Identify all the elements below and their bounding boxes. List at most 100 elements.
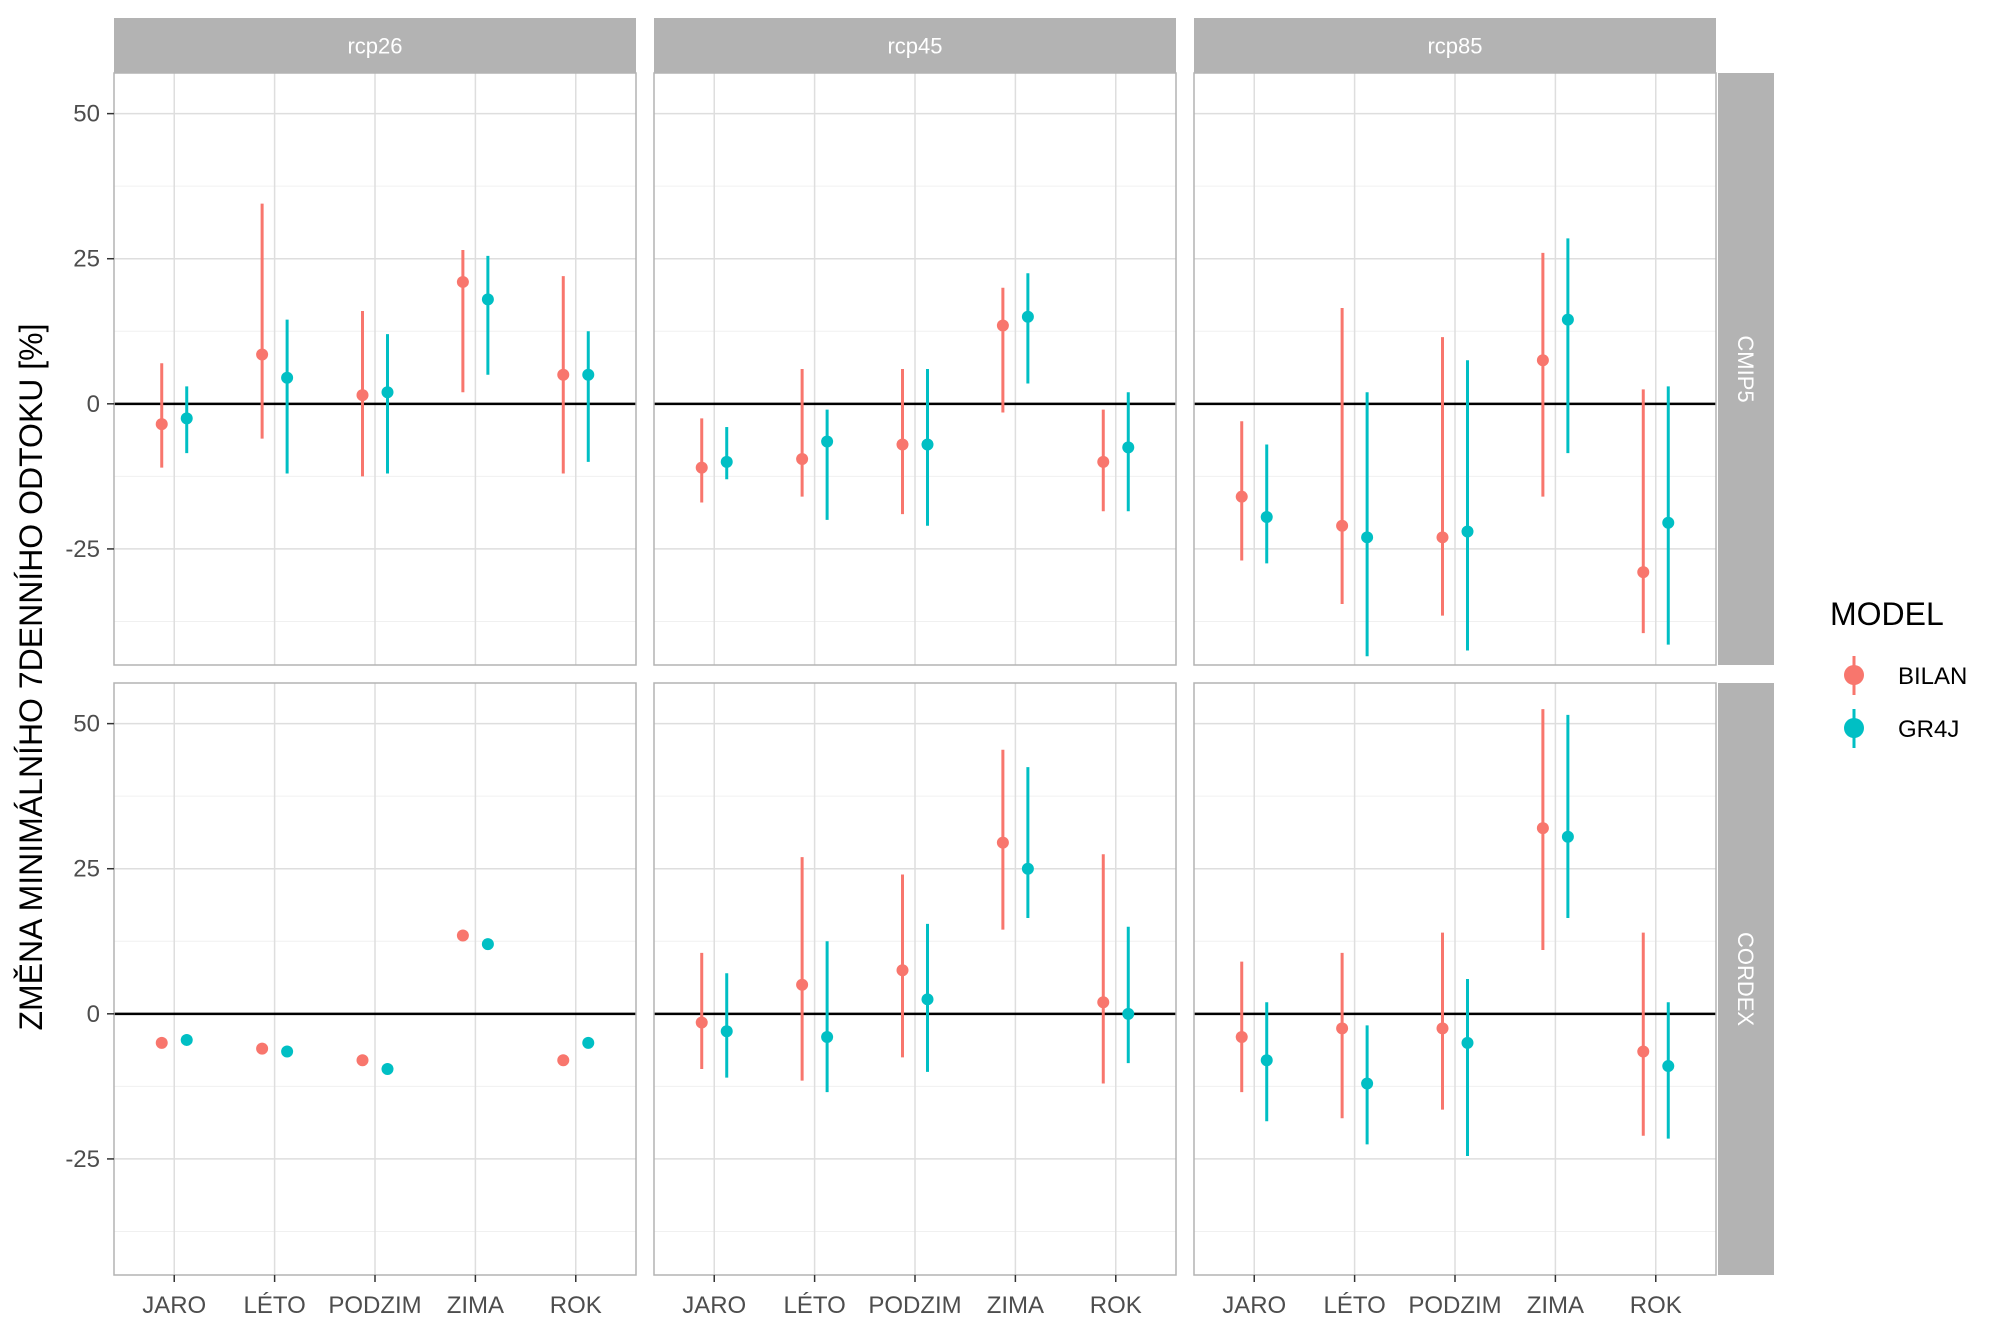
strip-label-cordex: CORDEX	[1733, 932, 1758, 1026]
point-gr4j	[582, 1036, 595, 1049]
point-bilan	[796, 452, 809, 465]
point-gr4j	[1361, 531, 1374, 544]
point-gr4j	[1122, 1007, 1135, 1020]
y-tick-label: 25	[73, 856, 100, 883]
point-bilan	[1536, 822, 1549, 835]
point-bilan	[1235, 490, 1248, 503]
legend-label-bilan: BILAN	[1898, 663, 1967, 690]
y-tick-label: 0	[87, 391, 100, 418]
point-gr4j	[180, 412, 193, 425]
x-tick-label: ZIMA	[1527, 1292, 1584, 1319]
point-bilan	[1336, 519, 1349, 532]
x-tick-label: JARO	[682, 1292, 746, 1319]
point-gr4j	[381, 386, 394, 399]
panel-border-rcp85-cmip5	[1193, 72, 1717, 666]
point-bilan	[896, 438, 909, 451]
point-bilan	[557, 368, 570, 381]
point-bilan	[695, 461, 708, 474]
point-bilan	[1637, 566, 1650, 579]
point-bilan	[996, 836, 1009, 849]
point-gr4j	[720, 1025, 733, 1038]
point-bilan	[1097, 455, 1110, 468]
x-tick-label: ZIMA	[447, 1292, 504, 1319]
strip-cmip5	[1718, 73, 1774, 665]
point-bilan	[1536, 354, 1549, 367]
y-tick-label: 50	[73, 101, 100, 128]
point-gr4j	[381, 1062, 394, 1075]
x-tick-label: ROK	[1630, 1292, 1682, 1319]
strip-rcp26	[114, 18, 636, 73]
point-bilan	[1097, 996, 1110, 1009]
x-tick-label: PODZIM	[868, 1292, 961, 1319]
x-tick-label: LÉTO	[1323, 1292, 1385, 1319]
x-tick-label: ZIMA	[987, 1292, 1044, 1319]
panels-layer: rcp26 rcp45 rcp85 CMIP5 CORDEX 50 25 0 -25 50 25 0 -…	[65, 18, 1774, 1319]
point-gr4j	[281, 371, 294, 384]
strip-label-rcp85: rcp85	[1427, 34, 1482, 59]
point-gr4j	[481, 938, 494, 951]
strip-cordex	[1718, 683, 1774, 1275]
panel-border-rcp26-cmip5	[113, 72, 637, 666]
x-tick-label: ROK	[1090, 1292, 1142, 1319]
legend-key-bilan-dot	[1844, 665, 1864, 685]
legend-label-gr4j: GR4J	[1898, 716, 1959, 743]
legend-item-gr4j: GR4J	[1844, 709, 1959, 748]
point-bilan	[796, 978, 809, 991]
y-tick-label: -25	[65, 1146, 100, 1173]
x-tick-label: PODZIM	[328, 1292, 421, 1319]
point-gr4j	[1021, 310, 1034, 323]
point-bilan	[456, 275, 469, 288]
strip-label-rcp26: rcp26	[347, 34, 402, 59]
legend: MODEL BILAN GR4J	[1830, 596, 1967, 748]
point-gr4j	[1561, 313, 1574, 326]
point-gr4j	[582, 368, 595, 381]
point-gr4j	[281, 1045, 294, 1058]
point-gr4j	[1461, 1036, 1474, 1049]
point-bilan	[1235, 1031, 1248, 1044]
point-bilan	[356, 389, 369, 402]
point-bilan	[356, 1054, 369, 1067]
y-axis-title: ZMĚNA MINIMÁLNÍHO 7DENNÍHO ODTOKU [%]	[13, 323, 49, 1030]
point-gr4j	[720, 455, 733, 468]
strip-label-cmip5: CMIP5	[1733, 335, 1758, 402]
y-tick-label: 50	[73, 711, 100, 738]
point-gr4j	[1260, 511, 1273, 523]
point-gr4j	[1021, 862, 1034, 875]
point-bilan	[557, 1054, 570, 1067]
point-bilan	[1436, 531, 1449, 544]
legend-item-bilan: BILAN	[1844, 656, 1967, 695]
y-tick-label: -25	[65, 536, 100, 563]
panel-border-rcp45-cmip5	[653, 72, 1177, 666]
point-gr4j	[1260, 1054, 1273, 1067]
point-gr4j	[1662, 516, 1675, 529]
x-tick-label: PODZIM	[1408, 1292, 1501, 1319]
point-gr4j	[1361, 1077, 1374, 1090]
x-tick-label: ROK	[550, 1292, 602, 1319]
point-gr4j	[1461, 525, 1474, 538]
legend-title: MODEL	[1830, 596, 1944, 632]
y-tick-label: 25	[73, 246, 100, 273]
x-tick-label: JARO	[142, 1292, 206, 1319]
point-bilan	[256, 1042, 269, 1055]
point-gr4j	[1122, 441, 1135, 454]
point-gr4j	[821, 1031, 834, 1044]
point-gr4j	[921, 438, 934, 451]
point-gr4j	[481, 293, 494, 306]
point-bilan	[695, 1016, 708, 1029]
y-tick-label: 0	[87, 1001, 100, 1028]
strip-label-rcp45: rcp45	[887, 34, 942, 59]
legend-key-gr4j-dot	[1844, 718, 1864, 738]
x-tick-label: JARO	[1222, 1292, 1286, 1319]
point-bilan	[996, 319, 1009, 332]
point-gr4j	[180, 1033, 193, 1046]
point-bilan	[155, 1036, 168, 1049]
x-tick-label: LÉTO	[243, 1292, 305, 1319]
x-tick-label: LÉTO	[783, 1292, 845, 1319]
point-bilan	[456, 929, 469, 942]
point-bilan	[155, 418, 168, 431]
strip-rcp45	[654, 18, 1176, 73]
point-bilan	[256, 348, 269, 361]
point-bilan	[1436, 1022, 1449, 1035]
strip-rcp85	[1194, 18, 1716, 73]
